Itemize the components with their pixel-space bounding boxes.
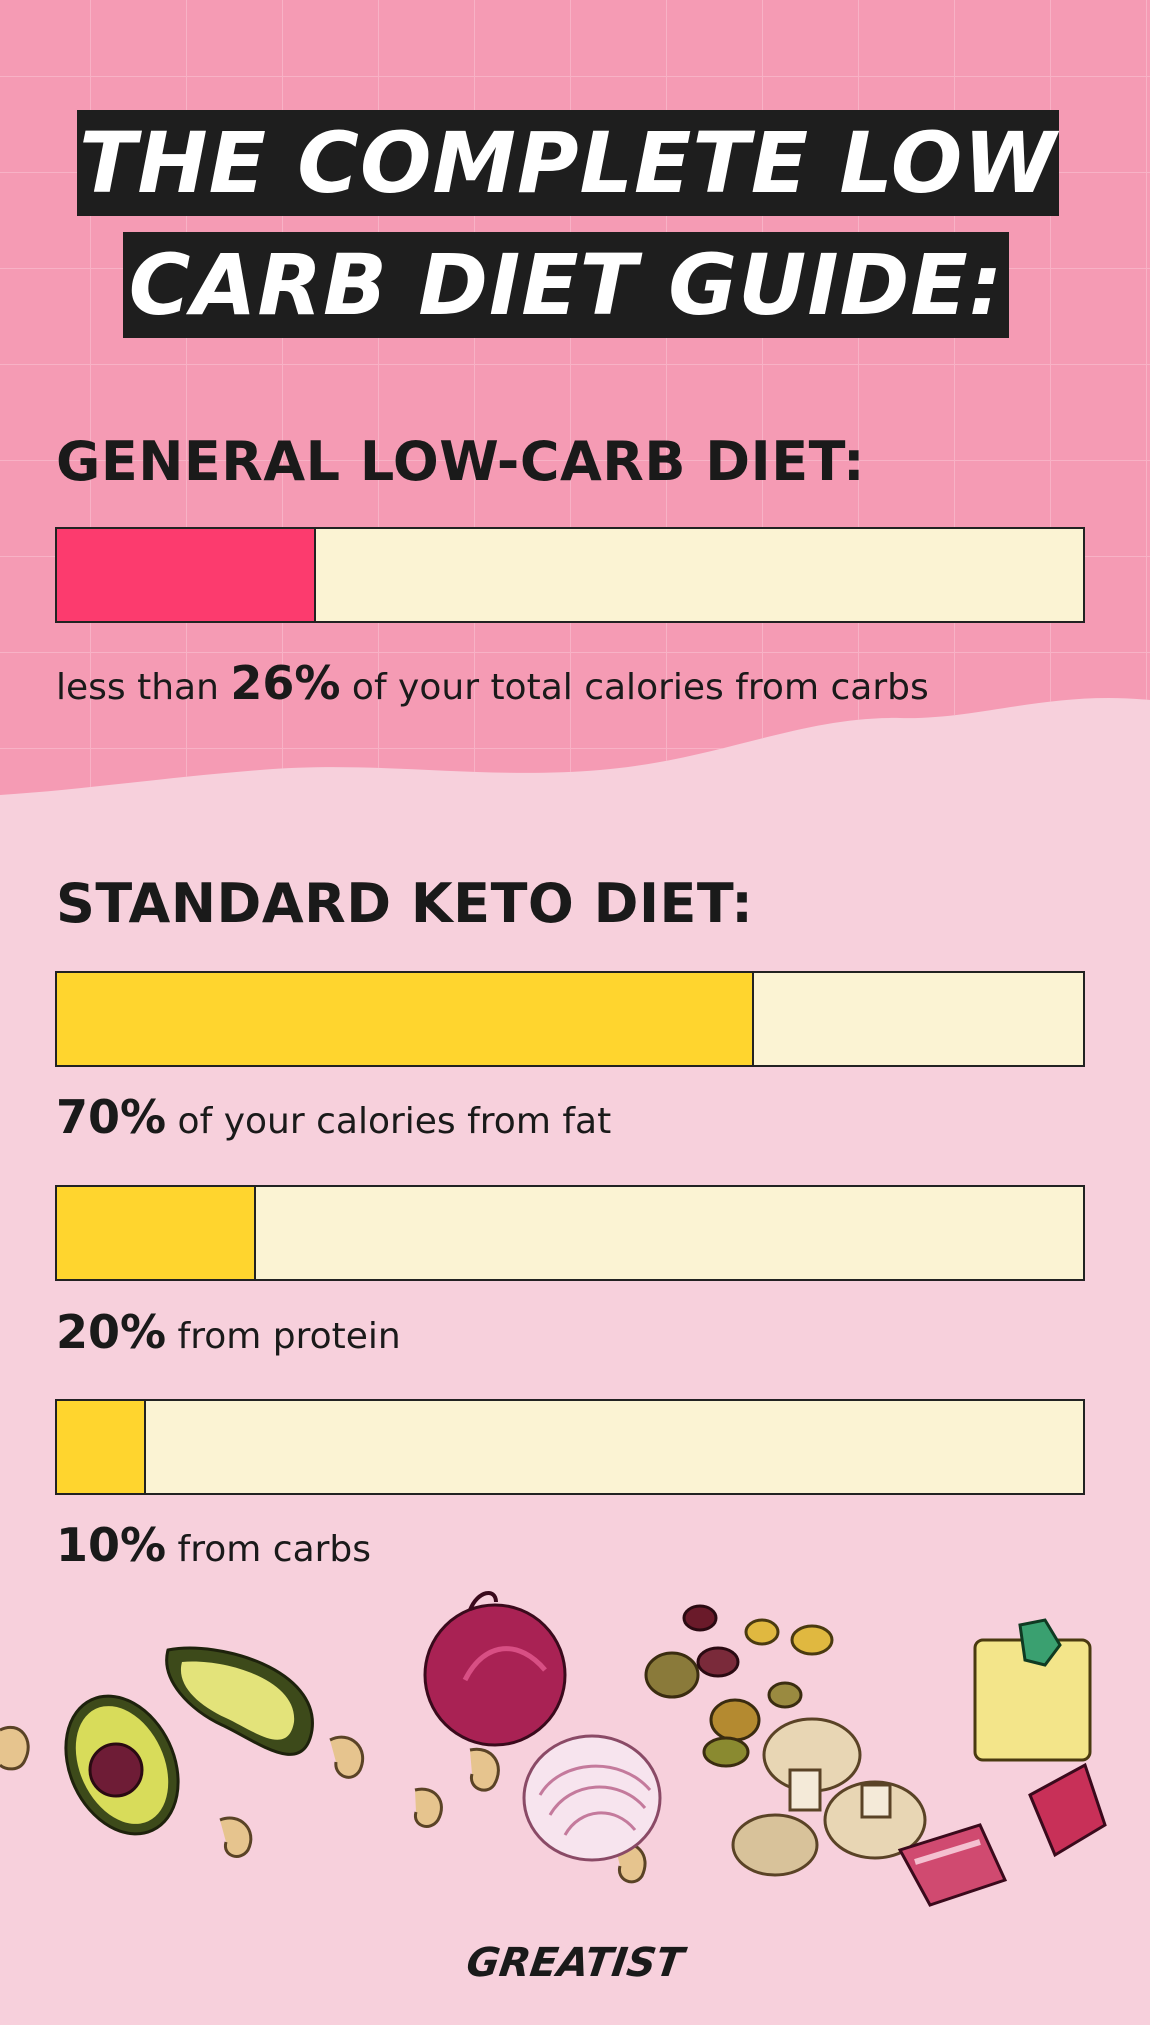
keto-carbs-bar-fill — [57, 1401, 147, 1493]
caption-value: 10% — [56, 1518, 167, 1572]
keto-carbs-bar — [55, 1399, 1085, 1495]
mixed-nuts-icon — [644, 1604, 834, 1768]
keto-protein-caption: 20% from protein — [56, 1305, 401, 1359]
caption-value: 70% — [56, 1090, 167, 1144]
caption-post: from protein — [166, 1316, 401, 1357]
caption-pre: less than — [56, 667, 231, 708]
keto-fat-bar-fill — [57, 973, 754, 1065]
meat-icon — [897, 1762, 1107, 1907]
general-section-heading: GENERAL LOW-CARB DIET: — [56, 430, 866, 493]
cashew-icon — [0, 1725, 647, 1884]
brand-logo: GREATIST — [463, 1940, 687, 1986]
keto-protein-bar — [55, 1185, 1085, 1281]
general-carbs-bar-fill — [57, 529, 316, 621]
cheese-icon — [973, 1618, 1092, 1762]
keto-fat-caption: 70% of your calories from fat — [56, 1090, 611, 1144]
general-carbs-bar — [55, 527, 1085, 623]
caption-post: of your total calories from carbs — [340, 667, 929, 708]
title-line-1: THE COMPLETE LOW — [77, 110, 1059, 216]
caption-post: from carbs — [166, 1529, 372, 1570]
food-illustration — [0, 1591, 1107, 1907]
caption-value: 20% — [56, 1305, 167, 1359]
caption-value: 26% — [230, 656, 341, 710]
general-carbs-caption: less than 26% of your total calories fro… — [56, 656, 929, 710]
caption-post: of your calories from fat — [166, 1101, 612, 1142]
keto-protein-bar-fill — [57, 1187, 257, 1279]
avocado-icon — [64, 1646, 314, 1836]
onion-half-icon — [522, 1734, 662, 1862]
title-line-2: CARB DIET GUIDE: — [123, 232, 1009, 338]
keto-fat-bar — [55, 971, 1085, 1067]
keto-section-heading: STANDARD KETO DIET: — [56, 872, 754, 935]
keto-carbs-caption: 10% from carbs — [56, 1518, 371, 1572]
red-onion-icon — [423, 1591, 567, 1747]
mushroom-icon — [731, 1717, 927, 1877]
